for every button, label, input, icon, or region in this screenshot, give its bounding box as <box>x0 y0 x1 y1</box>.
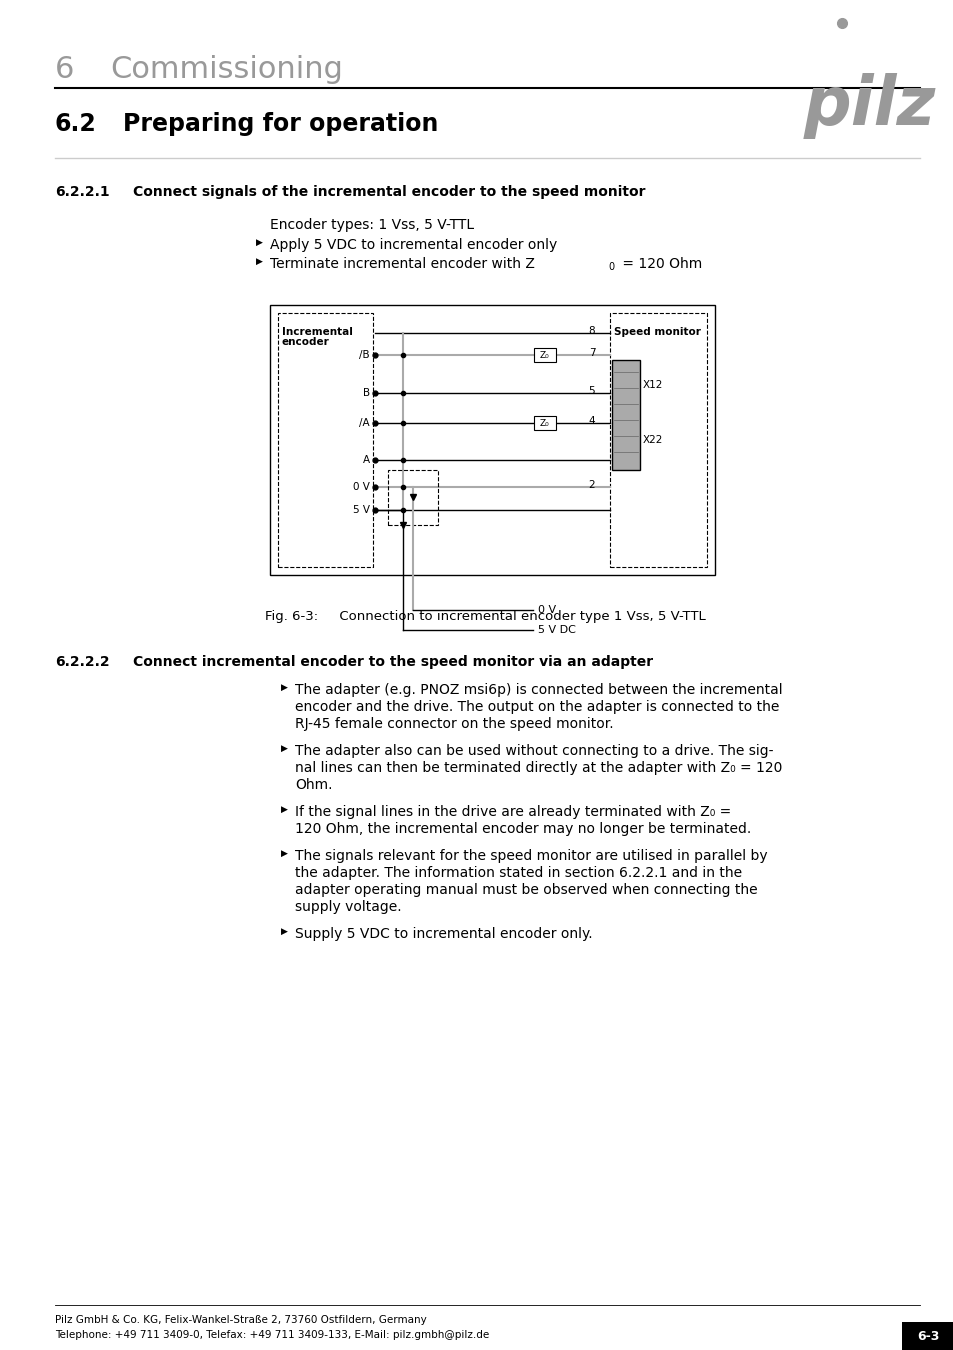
Text: Speed monitor: Speed monitor <box>614 327 700 338</box>
Text: Z₀: Z₀ <box>539 351 549 359</box>
Text: 6: 6 <box>55 55 74 84</box>
Text: Incremental: Incremental <box>282 327 353 338</box>
Text: B: B <box>362 387 370 398</box>
Bar <box>534 348 556 362</box>
Text: Preparing for operation: Preparing for operation <box>123 112 438 136</box>
Text: 6.2: 6.2 <box>55 112 96 136</box>
Text: 0 V: 0 V <box>537 605 556 616</box>
Text: Z₀: Z₀ <box>539 418 549 428</box>
Text: Connect signals of the incremental encoder to the speed monitor: Connect signals of the incremental encod… <box>132 185 645 198</box>
Text: 5: 5 <box>588 386 595 396</box>
Text: Supply 5 VDC to incremental encoder only.: Supply 5 VDC to incremental encoder only… <box>294 927 592 941</box>
Text: Ohm.: Ohm. <box>294 778 333 792</box>
Text: RJ-45 female connector on the speed monitor.: RJ-45 female connector on the speed moni… <box>294 717 613 730</box>
Text: 5 V DC: 5 V DC <box>537 625 576 634</box>
Text: adapter operating manual must be observed when connecting the: adapter operating manual must be observe… <box>294 883 757 896</box>
Text: 5 V: 5 V <box>353 505 370 514</box>
Text: X12: X12 <box>642 379 662 390</box>
Text: 120 Ohm, the incremental encoder may no longer be terminated.: 120 Ohm, the incremental encoder may no … <box>294 822 750 836</box>
Text: 6.2.2.2: 6.2.2.2 <box>55 655 110 670</box>
Text: ▶: ▶ <box>281 927 288 936</box>
Text: 0 V: 0 V <box>353 482 370 491</box>
Bar <box>534 416 556 431</box>
Text: 7: 7 <box>588 348 595 358</box>
Text: Connect incremental encoder to the speed monitor via an adapter: Connect incremental encoder to the speed… <box>132 655 653 670</box>
Text: ▶: ▶ <box>281 849 288 859</box>
Text: encoder and the drive. The output on the adapter is connected to the: encoder and the drive. The output on the… <box>294 701 779 714</box>
Text: 6.2.2.1: 6.2.2.1 <box>55 185 110 198</box>
Bar <box>612 360 639 470</box>
Text: pilz: pilz <box>803 73 935 139</box>
Text: 0: 0 <box>607 262 614 271</box>
Text: ▶: ▶ <box>281 744 288 753</box>
Text: The adapter also can be used without connecting to a drive. The sig-: The adapter also can be used without con… <box>294 744 773 757</box>
Text: 2: 2 <box>588 481 595 490</box>
Text: ▶: ▶ <box>255 238 263 247</box>
Bar <box>901 1322 953 1350</box>
Bar <box>277 313 373 567</box>
Text: 4: 4 <box>588 416 595 427</box>
Text: 6-3: 6-3 <box>916 1330 938 1342</box>
Text: encoder: encoder <box>282 338 330 347</box>
Text: Terminate incremental encoder with Z: Terminate incremental encoder with Z <box>270 256 535 271</box>
Text: 8: 8 <box>588 325 595 336</box>
Text: Pilz GmbH & Co. KG, Felix-Wankel-Straße 2, 73760 Ostfildern, Germany: Pilz GmbH & Co. KG, Felix-Wankel-Straße … <box>55 1315 426 1324</box>
Text: ▶: ▶ <box>255 256 263 266</box>
Text: Encoder types: 1 Vss, 5 V-TTL: Encoder types: 1 Vss, 5 V-TTL <box>270 217 474 232</box>
Text: ▶: ▶ <box>281 683 288 693</box>
Text: the adapter. The information stated in section 6.2.2.1 and in the: the adapter. The information stated in s… <box>294 865 741 880</box>
Text: supply voltage.: supply voltage. <box>294 900 401 914</box>
Text: The adapter (e.g. PNOZ msi6p) is connected between the incremental: The adapter (e.g. PNOZ msi6p) is connect… <box>294 683 781 697</box>
Text: ▶: ▶ <box>281 805 288 814</box>
Bar <box>609 313 706 567</box>
Bar <box>270 305 714 575</box>
Text: X22: X22 <box>642 435 662 446</box>
Text: Telephone: +49 711 3409-0, Telefax: +49 711 3409-133, E-Mail: pilz.gmbh@pilz.de: Telephone: +49 711 3409-0, Telefax: +49 … <box>55 1330 489 1341</box>
Text: If the signal lines in the drive are already terminated with Z₀ =: If the signal lines in the drive are alr… <box>294 805 731 819</box>
Text: /B: /B <box>359 350 370 360</box>
Text: nal lines can then be terminated directly at the adapter with Z₀ = 120: nal lines can then be terminated directl… <box>294 761 781 775</box>
Text: Commissioning: Commissioning <box>110 55 342 84</box>
Text: /A: /A <box>359 418 370 428</box>
Text: The signals relevant for the speed monitor are utilised in parallel by: The signals relevant for the speed monit… <box>294 849 767 863</box>
Text: Fig. 6-3:     Connection to incremental encoder type 1 Vss, 5 V-TTL: Fig. 6-3: Connection to incremental enco… <box>265 610 705 622</box>
Text: Apply 5 VDC to incremental encoder only: Apply 5 VDC to incremental encoder only <box>270 238 557 252</box>
Text: = 120 Ohm: = 120 Ohm <box>618 256 701 271</box>
Bar <box>388 470 437 525</box>
Text: A: A <box>362 455 370 464</box>
